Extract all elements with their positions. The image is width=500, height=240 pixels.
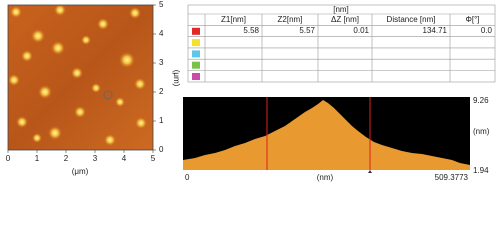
profile-y-max: 9.26 (473, 96, 489, 105)
x-tick-label: 0 (6, 154, 11, 163)
y-axis-label: (μm) (172, 70, 181, 87)
table-cell: 134.71 (423, 26, 448, 35)
x-tick-label: 1 (35, 154, 40, 163)
column-header: Z2[nm] (278, 15, 303, 24)
column-header: Φ[°] (465, 15, 479, 24)
color-swatch (192, 61, 200, 69)
unit-header: [nm] (333, 5, 349, 14)
afm-image (7, 4, 154, 151)
y-tick-label: 1 (159, 116, 164, 125)
profile-x-max: 509.3773 (435, 173, 469, 182)
table-cell: 5.57 (299, 26, 315, 35)
x-tick-label: 2 (64, 154, 69, 163)
measurement-table: [nm] Z1[nm] Z2[nm] ΔZ [nm] Distance [nm] Φ[°… (187, 4, 496, 83)
profile-plot (183, 97, 470, 173)
color-swatch (192, 73, 200, 80)
color-swatch (192, 50, 200, 58)
column-header: Distance [nm] (387, 15, 436, 24)
x-tick-label: 5 (151, 154, 156, 163)
profile-x-min: 0 (185, 173, 190, 182)
table-cell: 0.0 (481, 26, 493, 35)
y-tick-label: 5 (159, 0, 164, 9)
column-header: Z1[nm] (221, 15, 246, 24)
profile-y-min: 1.94 (473, 166, 489, 175)
profile-y-label: (nm) (473, 127, 490, 136)
y-tick-label: 0 (159, 145, 164, 154)
x-axis-label: (μm) (72, 167, 89, 176)
table-cell: 5.58 (243, 26, 259, 35)
column-header: ΔZ [nm] (331, 15, 359, 24)
y-tick-label: 3 (159, 58, 164, 67)
y-tick-label: 2 (159, 87, 164, 96)
x-tick-label: 3 (93, 154, 98, 163)
color-swatch (192, 39, 200, 47)
y-tick-label: 4 (159, 29, 164, 38)
x-tick-label: 4 (122, 154, 127, 163)
profile-x-label: (nm) (317, 173, 334, 182)
table-cell: 0.01 (353, 26, 369, 35)
color-swatch (192, 27, 200, 35)
